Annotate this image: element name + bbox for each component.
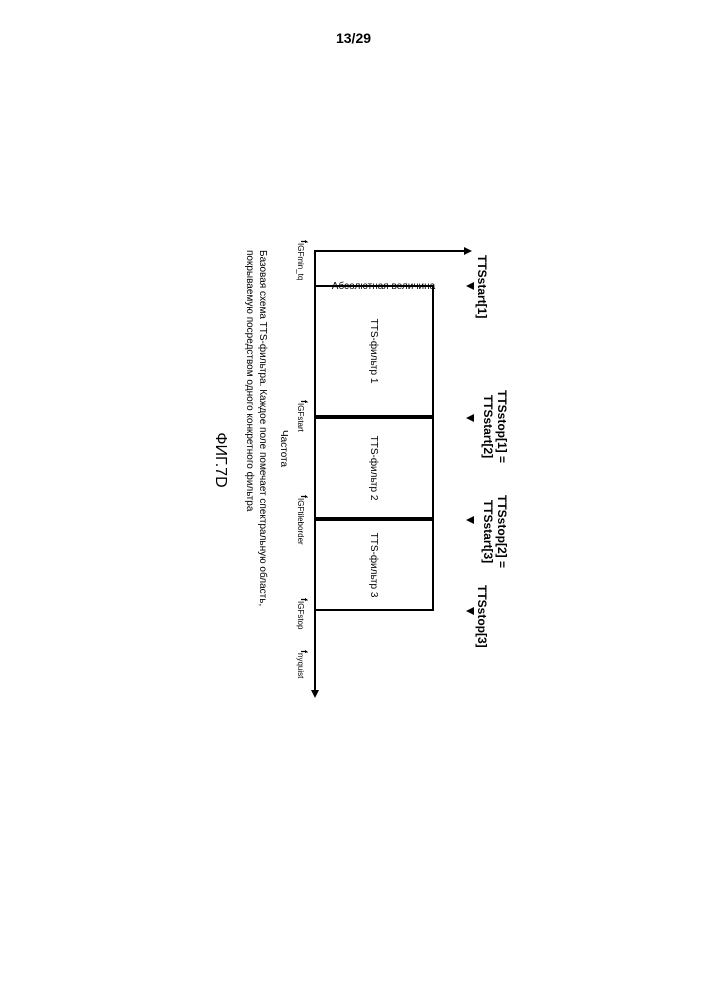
figure-container: TTSstart[1] TTSstop[1] =TTSstart[2] TTSs… (174, 190, 534, 730)
figure-label: ФИГ.7D (211, 432, 229, 487)
top-label-4: TTSstop[3] (475, 585, 489, 648)
caption: Базовая схема TTS-фильтра. Каждое поле п… (243, 250, 269, 670)
filter-box-3: TTS-фильтр 3 (314, 519, 434, 611)
x-tick-label: fIGFtileborder (296, 495, 309, 545)
x-tick-label: fIGFstop (296, 598, 309, 629)
x-tick-label: fIGFmin_tq (296, 240, 309, 280)
x-axis-label: Частота (278, 430, 289, 467)
filter-label: TTS-фильтр 3 (368, 533, 379, 598)
top-label-2: TTSstop[1] =TTSstart[2] (481, 390, 509, 463)
top-label-3: TTSstop[2] =TTSstart[3] (481, 495, 509, 568)
arrow-icon (466, 414, 474, 422)
arrow-icon (466, 516, 474, 524)
x-tick-label: fnyquist (296, 650, 309, 678)
arrow-icon (466, 282, 474, 290)
x-tick-label: fIGFstart (296, 400, 309, 432)
filter-label: TTS-фильтр 2 (368, 436, 379, 501)
filter-box-2: TTS-фильтр 2 (314, 417, 434, 519)
y-axis (314, 250, 464, 252)
top-label-1: TTSstart[1] (475, 255, 489, 318)
diagram: TTSstart[1] TTSstop[1] =TTSstart[2] TTSs… (174, 190, 534, 730)
arrow-icon (466, 607, 474, 615)
page-number: 13/29 (336, 30, 371, 46)
chart-area: Абсолютная величина TTS-фильтр 1 TTS-фил… (314, 250, 464, 670)
filter-label: TTS-фильтр 1 (368, 319, 379, 384)
filter-box-1: TTS-фильтр 1 (314, 285, 434, 417)
